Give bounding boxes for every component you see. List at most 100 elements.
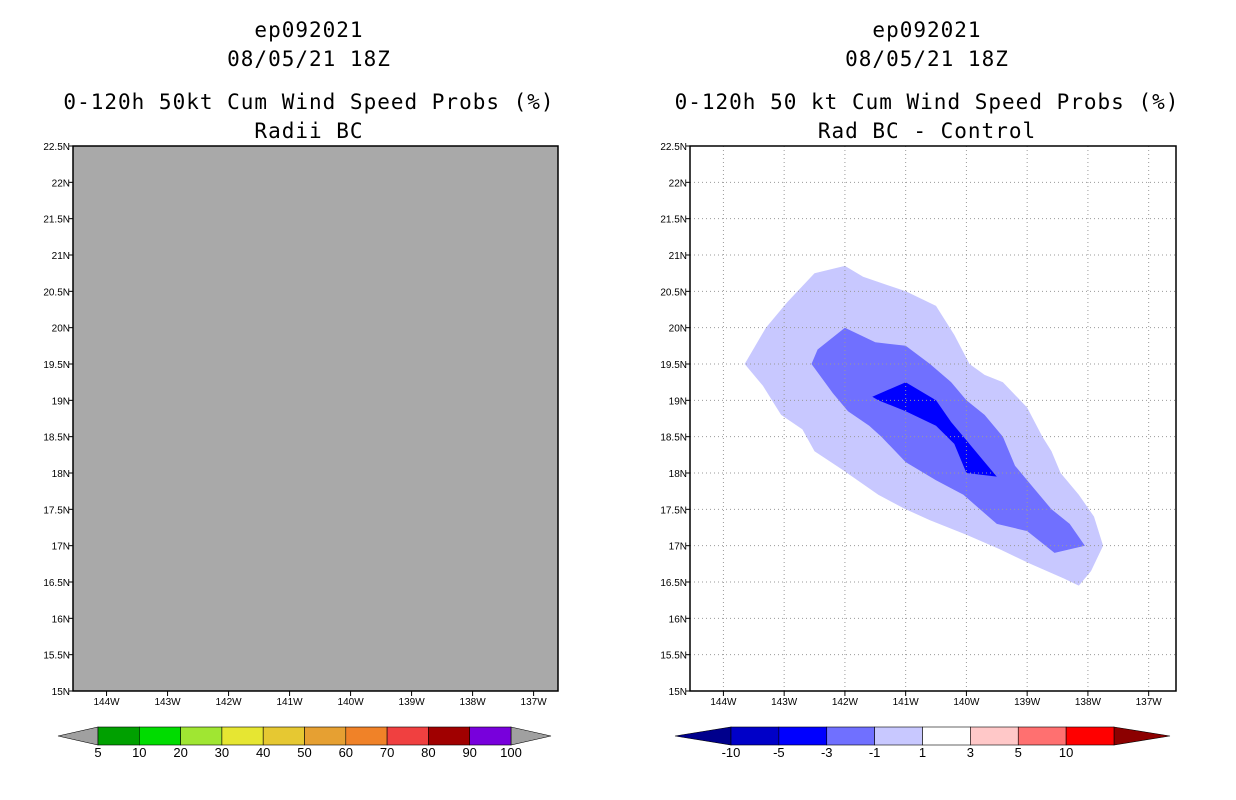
left-colorbar-label-8: 80 (421, 745, 435, 760)
right-ytick-label-12: 21N (669, 251, 687, 262)
right-ytick-label-14: 22N (669, 178, 687, 189)
left-ytick-label-8: 19N (52, 396, 70, 407)
right-ytick-label-3: 16.5N (660, 578, 687, 589)
right-title-storm: ep092021 (872, 18, 982, 42)
right-ytick-label-8: 19N (669, 396, 687, 407)
right-xtick-label-6: 138W (1075, 697, 1102, 708)
right-colorbar-swatch-2 (826, 726, 875, 746)
left-colorbar-swatch-6 (345, 726, 388, 746)
left-panel-title: ep092021 08/05/21 18Z 0-120h 50kt Cum Wi… (60, 16, 558, 146)
right-ytick-label-11: 20.5N (660, 287, 687, 298)
left-ytick-label-0: 15N (52, 687, 70, 698)
right-colorbar-label-2: -3 (821, 745, 833, 760)
left-ytick-label-3: 16.5N (43, 578, 70, 589)
left-colorbar-label-6: 60 (339, 745, 353, 760)
left-colorbar-low-triangle (57, 726, 99, 746)
right-colorbar-label-4: 1 (919, 745, 926, 760)
left-xtick-label-4: 140W (338, 697, 365, 708)
left-colorbar-label-9: 90 (462, 745, 476, 760)
right-xtick-label-0: 144W (710, 697, 737, 708)
right-xtick-label-4: 140W (953, 697, 980, 708)
left-ytick-label-6: 18N (52, 469, 70, 480)
right-colorbar-swatch-6 (1017, 726, 1067, 746)
left-ytick-label-13: 21.5N (43, 215, 70, 226)
right-title-experiment: Rad BC - Control (817, 119, 1037, 143)
left-xtick-label-6: 138W (460, 697, 487, 708)
left-plot-area (73, 146, 558, 691)
right-xtick-label-5: 139W (1014, 697, 1041, 708)
left-colorbar-label-5: 50 (297, 745, 311, 760)
right-xtick-label-1: 143W (771, 697, 798, 708)
right-colorbar-swatch-1 (778, 726, 828, 746)
left-colorbar-swatch-2 (180, 726, 223, 746)
right-colorbar-low-triangle (674, 726, 732, 746)
right-plot-frame (689, 145, 1177, 692)
right-xtick-label-7: 137W (1136, 697, 1163, 708)
left-colorbar-swatch-0 (97, 726, 140, 746)
right-xtick-label-2: 142W (832, 697, 859, 708)
left-colorbar-swatch-9 (469, 726, 512, 746)
left-colorbar-label-0: 5 (94, 745, 101, 760)
right-colorbar-swatch-3 (874, 726, 923, 746)
right-colorbar-label-1: -5 (773, 745, 785, 760)
left-colorbar-label-10: 100 (500, 745, 522, 760)
right-chart-group: 144W 143W 142W 141W 140W 139W 138W 137W 15N 15.5N… (660, 142, 1177, 760)
left-chart-group: 144W 143W 142W 141W 140W 139W 138W 137W 15N 15.5N… (43, 142, 559, 760)
left-title-storm: ep092021 (254, 18, 364, 42)
right-contour-2 (872, 382, 997, 477)
left-ytick-label-9: 19.5N (43, 360, 70, 371)
right-ytick-label-1: 15.5N (660, 651, 687, 662)
left-colorbar-high-triangle (510, 726, 552, 746)
left-xtick-label-0: 144W (93, 697, 120, 708)
left-ytick-label-2: 16N (52, 614, 70, 625)
right-title-product: 0-120h 50 kt Cum Wind Speed Probs (%) (674, 90, 1180, 114)
right-ytick-label-9: 19.5N (660, 360, 687, 371)
left-colorbar-swatch-4 (262, 726, 305, 746)
right-colorbar-label-5: 3 (967, 745, 974, 760)
left-colorbar-swatch-1 (139, 726, 181, 746)
left-ytick-label-12: 21N (52, 251, 70, 262)
left-xtick-label-1: 143W (154, 697, 181, 708)
left-ytick-label-10: 20N (52, 324, 70, 335)
right-colorbar-high-triangle (1113, 726, 1171, 746)
right-colorbar-label-3: -1 (869, 745, 881, 760)
right-colorbar-swatch-7 (1065, 726, 1115, 746)
left-colorbar-swatch-3 (221, 726, 264, 746)
right-colorbar-swatch-0 (730, 726, 780, 746)
right-colorbar-label-6: 5 (1015, 745, 1022, 760)
right-colorbar-swatch-5 (970, 726, 1019, 746)
left-plot-frame (72, 145, 559, 692)
left-ytick-label-7: 18.5N (43, 433, 70, 444)
left-ytick-label-5: 17.5N (43, 505, 70, 516)
left-xtick-label-2: 142W (216, 697, 243, 708)
left-ytick-label-4: 17N (52, 542, 70, 553)
right-panel-title: ep092021 08/05/21 18Z 0-120h 50 kt Cum W… (672, 16, 1182, 146)
left-title-experiment: Radii BC (254, 119, 364, 143)
right-ytick-label-2: 16N (669, 614, 687, 625)
left-ytick-label-11: 20.5N (43, 287, 70, 298)
left-ytick-label-15: 22.5N (43, 142, 70, 153)
right-ytick-label-13: 21.5N (660, 215, 687, 226)
right-ytick-label-4: 17N (669, 542, 687, 553)
left-colorbar-label-1: 10 (132, 745, 146, 760)
right-contour-1 (811, 327, 1085, 553)
left-xtick-label-7: 137W (521, 697, 548, 708)
right-colorbar-swatch-4 (922, 726, 971, 746)
right-colorbar-label-7: 10 (1059, 745, 1073, 760)
left-ytick-label-1: 15.5N (43, 651, 70, 662)
left-colorbar-label-7: 70 (380, 745, 394, 760)
right-ytick-label-7: 18.5N (660, 433, 687, 444)
left-xtick-label-3: 141W (277, 697, 304, 708)
left-title-product: 0-120h 50kt Cum Wind Speed Probs (%) (63, 90, 555, 114)
left-colorbar-swatch-7 (386, 726, 429, 746)
left-colorbar-swatch-5 (304, 726, 347, 746)
right-xtick-label-3: 141W (893, 697, 920, 708)
left-title-date: 08/05/21 18Z (227, 47, 391, 71)
left-colorbar-label-3: 30 (215, 745, 229, 760)
left-colorbar-swatch-8 (428, 726, 470, 746)
right-ytick-label-0: 15N (669, 687, 687, 698)
right-ytick-label-5: 17.5N (660, 505, 687, 516)
right-title-date: 08/05/21 18Z (845, 47, 1009, 71)
right-ytick-label-15: 22.5N (660, 142, 687, 153)
